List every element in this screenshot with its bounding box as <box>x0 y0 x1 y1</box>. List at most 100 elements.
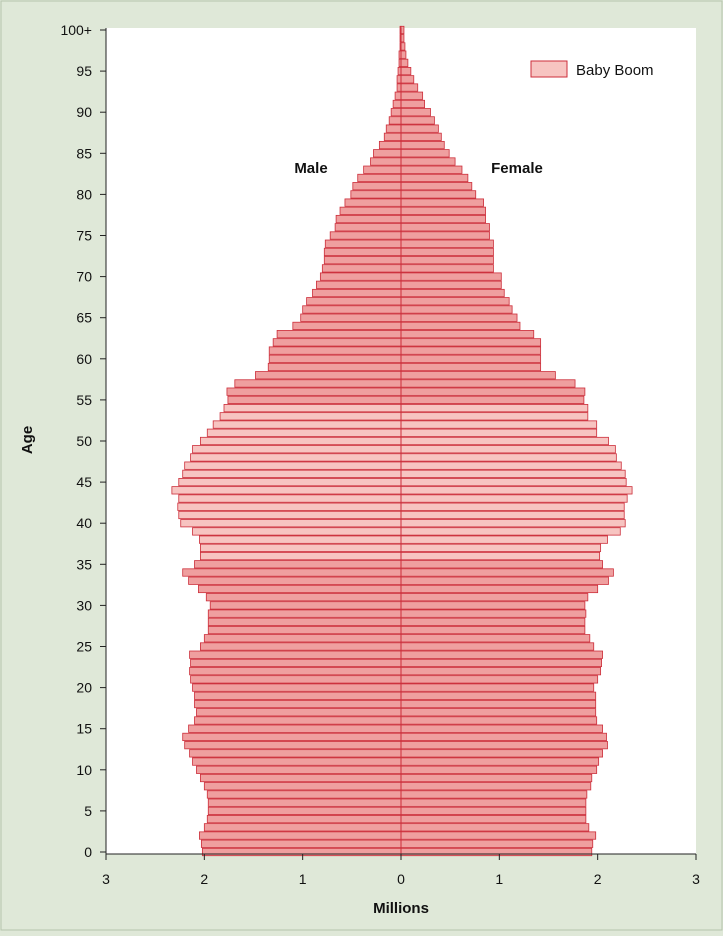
male-bar-age-2 <box>199 831 402 840</box>
male-bar-age-14 <box>182 732 402 742</box>
female-bar-age-25 <box>400 642 595 651</box>
y-tick-label-15: 15 <box>76 721 92 737</box>
female-bar-age-2 <box>400 831 597 840</box>
female-bar-age-72 <box>400 256 494 265</box>
male-bar-age-76 <box>334 223 402 232</box>
male-side-label: Male <box>294 160 327 177</box>
male-bar-age-8 <box>203 782 402 791</box>
female-bar-age-46 <box>400 469 626 478</box>
female-bar-age-7 <box>400 790 588 799</box>
male-bar-age-77 <box>335 214 402 224</box>
male-bar-age-5 <box>207 806 402 816</box>
female-bar-age-18 <box>400 699 597 709</box>
female-bar-age-26 <box>400 634 591 643</box>
male-bar-age-30 <box>209 601 402 610</box>
male-bar-age-28 <box>207 617 402 626</box>
y-tick-label-80: 80 <box>76 186 92 202</box>
male-bar-age-56 <box>226 387 402 396</box>
male-bar-age-40 <box>180 519 402 528</box>
male-bar-age-61 <box>268 346 402 355</box>
female-bar-age-50 <box>400 436 609 446</box>
female-bar-age-53 <box>400 412 589 421</box>
female-bar-age-39 <box>400 527 621 536</box>
male-bar-age-57 <box>234 379 402 388</box>
male-bar-age-6 <box>207 798 402 807</box>
female-bar-age-76 <box>400 223 490 232</box>
female-bar-age-98 <box>400 42 406 51</box>
female-bar-age-63 <box>400 330 535 339</box>
y-tick-label-90: 90 <box>76 104 92 120</box>
female-bar-age-33 <box>400 576 609 585</box>
female-bar-age-30 <box>400 601 586 610</box>
male-bar-age-23 <box>190 658 402 668</box>
male-bar-age-79 <box>344 198 402 207</box>
male-bar-age-4 <box>206 815 402 824</box>
female-bar-age-68 <box>400 288 505 298</box>
y-tick-label-5: 5 <box>84 803 92 819</box>
male-bar-age-35 <box>194 560 402 569</box>
male-bar-age-59 <box>267 362 402 372</box>
male-bar-age-86 <box>378 140 402 150</box>
female-bar-age-13 <box>400 741 608 750</box>
female-bar-age-89 <box>400 116 435 125</box>
male-bar-age-15 <box>188 724 402 733</box>
female-bar-age-6 <box>400 798 587 807</box>
female-bar-age-16 <box>400 716 598 725</box>
y-tick-label-30: 30 <box>76 597 92 613</box>
male-bar-age-3 <box>203 823 402 832</box>
male-bar-age-1 <box>200 839 402 848</box>
y-tick-label-95: 95 <box>76 63 92 79</box>
male-bar-age-89 <box>388 116 402 125</box>
y-tick-label-100: 100+ <box>60 22 92 38</box>
female-bar-age-56 <box>400 387 586 396</box>
female-bar-age-37 <box>400 543 602 552</box>
male-bar-age-39 <box>192 527 402 536</box>
y-tick-label-60: 60 <box>76 351 92 367</box>
female-bar-age-24 <box>400 650 603 659</box>
female-bar-age-45 <box>400 477 627 487</box>
female-bar-age-59 <box>400 362 542 372</box>
male-bar-age-66 <box>302 305 402 314</box>
y-tick-label-25: 25 <box>76 639 92 655</box>
female-bar-age-96 <box>400 58 409 67</box>
male-bar-age-53 <box>219 412 402 421</box>
male-bar-age-12 <box>189 749 402 758</box>
male-bar-age-25 <box>199 642 402 651</box>
female-bar-age-34 <box>400 568 614 577</box>
female-bar-age-48 <box>400 453 617 462</box>
male-bar-age-26 <box>203 634 402 643</box>
male-bar-age-42 <box>177 502 402 511</box>
x-tick-label-4: 1 <box>495 871 503 887</box>
female-bar-age-35 <box>400 560 603 569</box>
male-bar-age-80 <box>350 190 402 199</box>
female-bar-age-60 <box>400 354 542 363</box>
male-bar-age-87 <box>383 132 402 141</box>
female-bar-age-84 <box>400 157 456 166</box>
male-bar-age-52 <box>212 420 402 429</box>
female-bar-age-95 <box>400 67 412 76</box>
male-bar-age-43 <box>178 494 402 503</box>
female-bar-age-86 <box>400 140 445 150</box>
male-bar-age-74 <box>324 239 402 248</box>
female-bar-age-93 <box>400 83 419 92</box>
female-bar-age-79 <box>400 198 484 207</box>
x-axis-title: Millions <box>373 900 429 917</box>
y-tick-label-65: 65 <box>76 310 92 326</box>
female-bar-age-12 <box>400 749 603 758</box>
female-bar-age-36 <box>400 551 601 561</box>
male-bar-age-27 <box>207 625 402 635</box>
male-bar-age-81 <box>352 182 402 191</box>
y-tick-label-45: 45 <box>76 474 92 490</box>
male-bar-age-7 <box>206 790 402 799</box>
female-bar-age-23 <box>400 658 603 668</box>
male-bar-age-91 <box>392 99 402 109</box>
male-bar-age-47 <box>184 461 402 470</box>
male-bar-age-50 <box>199 436 402 446</box>
y-tick-label-75: 75 <box>76 228 92 244</box>
male-bar-age-94 <box>396 75 402 84</box>
male-bar-age-51 <box>206 428 402 437</box>
female-bar-age-81 <box>400 182 473 191</box>
male-bar-age-32 <box>198 584 402 594</box>
